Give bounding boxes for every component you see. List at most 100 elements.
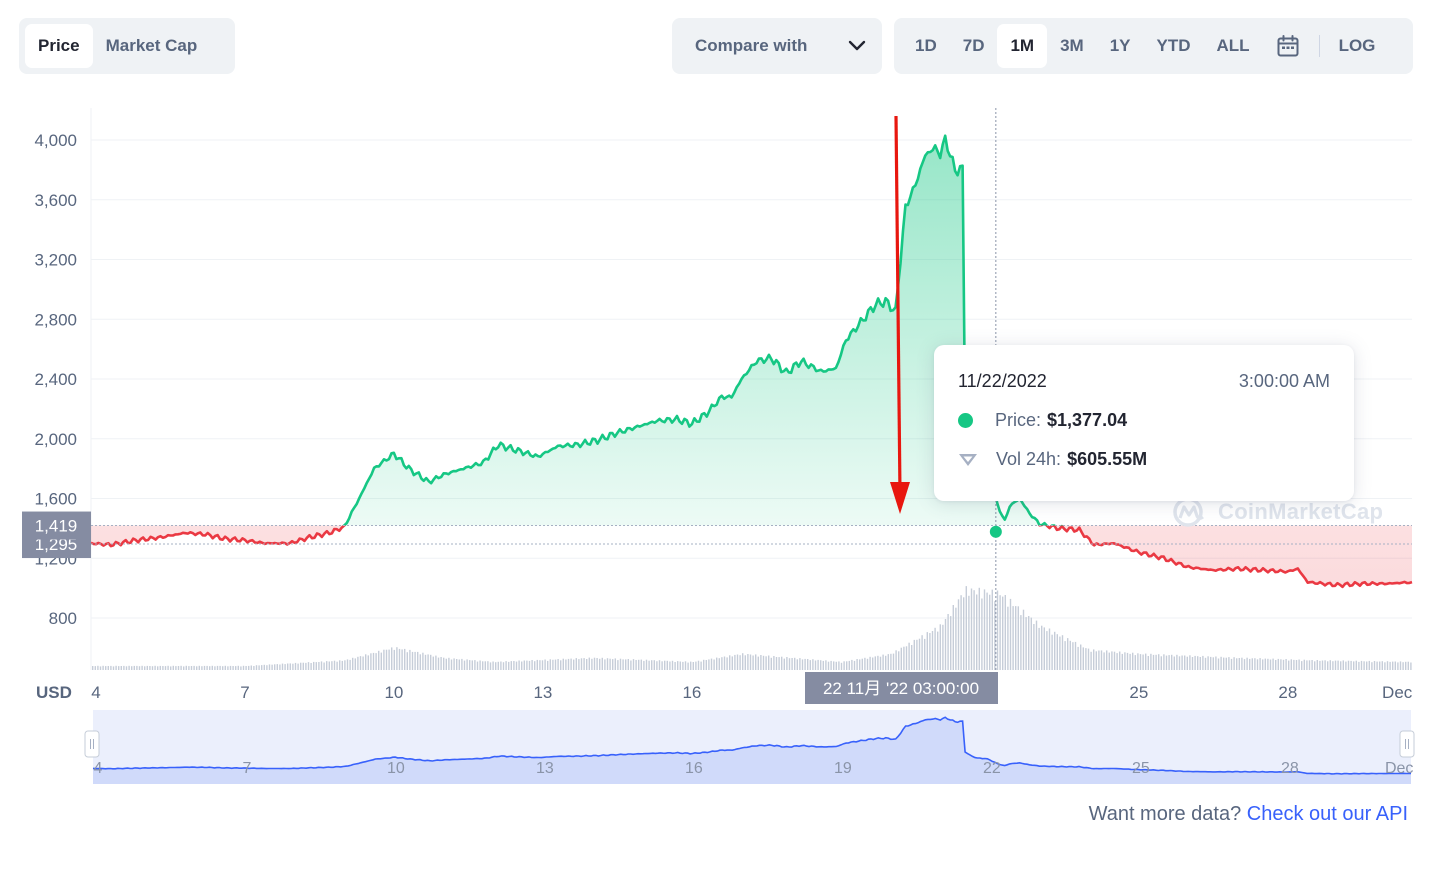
volume-bar — [1072, 642, 1074, 670]
volume-bar — [1303, 659, 1305, 670]
volume-bar — [536, 659, 538, 670]
range-1m[interactable]: 1M — [997, 24, 1048, 68]
volume-bar — [1194, 655, 1196, 670]
volume-bar — [1389, 661, 1391, 670]
volume-bar — [656, 661, 658, 670]
volume-bar — [755, 654, 757, 670]
range-ytd[interactable]: YTD — [1156, 36, 1191, 55]
volume-bar — [185, 665, 187, 670]
volume-bar — [1254, 658, 1256, 670]
volume-bar — [981, 598, 983, 670]
volume-bar — [1392, 661, 1394, 670]
volume-bar — [1103, 652, 1105, 670]
volume-bar — [242, 665, 245, 670]
volume-bar — [1360, 660, 1363, 670]
volume-bar — [591, 658, 593, 670]
volume-bar — [94, 666, 96, 670]
volume-bar — [939, 624, 941, 670]
volume-bar — [248, 665, 250, 670]
volume-bar — [1228, 657, 1230, 670]
volume-bar — [697, 660, 700, 670]
volume-bar — [266, 665, 268, 670]
volume-bar — [1316, 660, 1318, 670]
volume-bar — [1025, 617, 1027, 670]
volume-bar — [1220, 656, 1222, 670]
volume-bar — [219, 665, 221, 670]
volume-bar — [1152, 654, 1155, 670]
navigator[interactable]: 4 7 10 13 16 19 22 25 28 Dec — [84, 710, 1415, 784]
volume-bar — [653, 660, 655, 670]
volume-bar — [934, 627, 936, 670]
volume-bar — [622, 659, 624, 670]
log-toggle[interactable]: LOG — [1338, 36, 1376, 55]
volume-bar — [1334, 660, 1337, 670]
volume-bar — [1241, 657, 1243, 670]
volume-bar — [300, 662, 302, 670]
volume-bar — [562, 658, 564, 670]
volume-bar — [1054, 631, 1056, 670]
volume-bar — [198, 665, 200, 670]
volume-bar — [1314, 661, 1316, 670]
x-tick-label: 16 — [682, 683, 701, 702]
range-1y[interactable]: 1Y — [1109, 36, 1131, 55]
volume-bar — [1233, 657, 1235, 670]
api-link[interactable]: Check out our API — [1246, 803, 1408, 825]
volume-bar — [744, 655, 746, 670]
volume-bar — [718, 658, 720, 670]
tooltip-vol-value: $605.55M — [1067, 449, 1148, 469]
volume-bar — [1173, 656, 1175, 670]
volume-bar — [175, 666, 177, 670]
tab-market-cap[interactable]: Market Cap — [105, 36, 198, 55]
volume-bar — [378, 650, 380, 670]
volume-bar — [770, 657, 772, 670]
volume-bar — [835, 661, 837, 670]
volume-bar — [515, 661, 518, 670]
volume-bar — [625, 659, 627, 670]
volume-bar — [125, 666, 128, 670]
range-1d[interactable]: 1D — [915, 36, 937, 55]
calendar-button[interactable] — [1263, 24, 1313, 68]
tab-price[interactable]: Price — [25, 24, 93, 68]
navigator-handle-left[interactable] — [84, 730, 100, 758]
volume-bar — [593, 657, 596, 670]
volume-bar — [463, 660, 466, 670]
x-tick-label: 10 — [384, 683, 403, 702]
x-tick-label: Dec — [1382, 683, 1413, 702]
volume-bar — [250, 665, 252, 670]
volume-bar — [318, 662, 320, 670]
volume-bar — [684, 661, 687, 670]
navigator-tick-label: 28 — [1281, 760, 1299, 777]
volume-bar — [261, 665, 263, 670]
volume-bar — [357, 656, 359, 670]
area-fill-down — [91, 525, 1412, 587]
volume-bar — [253, 666, 255, 670]
volume-bar — [237, 665, 239, 670]
volume-bar — [1178, 656, 1181, 670]
volume-bar — [1332, 661, 1334, 670]
volume-bar — [448, 657, 450, 670]
volume-bar — [1358, 661, 1360, 670]
range-3m[interactable]: 3M — [1060, 36, 1084, 55]
volume-bar — [1022, 609, 1025, 670]
volume-bar — [794, 657, 796, 670]
compare-with-dropdown[interactable]: Compare with — [672, 18, 882, 74]
volume-bar — [227, 666, 229, 670]
volume-bar — [944, 619, 947, 670]
range-all[interactable]: ALL — [1216, 36, 1250, 55]
range-7d[interactable]: 7D — [962, 36, 985, 55]
volume-bar — [302, 662, 304, 670]
volume-bar — [201, 666, 203, 670]
tooltip-time: 3:00:00 AM — [1238, 371, 1330, 391]
volume-bar — [105, 666, 107, 670]
volume-bar — [1394, 661, 1396, 670]
volume-bar — [292, 663, 294, 670]
volume-bar — [164, 666, 167, 670]
navigator-handle-right[interactable] — [1399, 730, 1415, 758]
volume-bar — [453, 658, 455, 670]
volume-bar — [682, 661, 684, 670]
volume-bar — [1121, 653, 1123, 670]
volume-bar — [1399, 661, 1402, 670]
volume-bar — [775, 657, 778, 670]
volume-bar — [916, 639, 918, 670]
